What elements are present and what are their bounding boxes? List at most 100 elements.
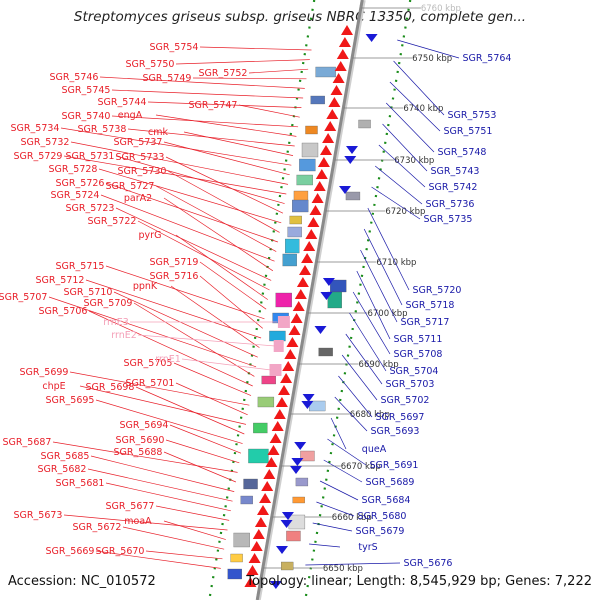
rrna-leader-line: [181, 358, 271, 371]
forward-gene-arrow: [250, 541, 263, 551]
gene-block: [293, 190, 309, 202]
gene-label: SGR_5731: [66, 151, 115, 162]
gene-block: [261, 375, 276, 385]
gene-leader-line: [98, 168, 282, 224]
gene-leader-line: [88, 310, 253, 387]
gene-label: ppnK: [133, 281, 158, 292]
gene-leader-line: [378, 144, 426, 188]
forward-gene-arrow: [280, 373, 293, 383]
gene-leader-line: [105, 265, 265, 320]
forward-gene-arrow: [322, 133, 335, 143]
gene-block: [286, 530, 301, 542]
gene-leader-line: [175, 59, 310, 65]
gene-leader-line: [385, 102, 435, 153]
gene-leader-line: [305, 562, 401, 566]
gene-label: SGR_5753: [448, 110, 497, 121]
gene-label: SGR_5722: [88, 216, 137, 227]
kbp-marker: 6650 kbp: [323, 564, 363, 574]
gene-label: SGR_5685: [41, 451, 90, 462]
gene-leader-line: [319, 480, 359, 501]
gene-label: SGR_5705: [124, 358, 173, 369]
forward-gene-arrow: [341, 25, 353, 35]
gene-leader-line: [111, 89, 304, 99]
gene-leader-line: [363, 228, 403, 306]
gene-leader-line: [356, 270, 391, 340]
gene-leader-line: [113, 291, 258, 358]
gene-leader-line: [323, 459, 363, 483]
gene-label: SGR_5723: [66, 203, 115, 214]
reverse-gene-arrow: [302, 394, 315, 402]
gene-label: queA: [362, 444, 387, 455]
gene-label: SGR_5747: [189, 100, 238, 111]
gene-block: [248, 448, 269, 464]
gene-block: [230, 553, 243, 563]
gene-label: SGR_5704: [390, 366, 439, 377]
gene-label: SGR_5711: [394, 334, 443, 345]
gene-label: SGR_5688: [114, 447, 163, 458]
gene-block: [233, 532, 250, 548]
gene-block: [300, 450, 315, 462]
gene-leader-line: [155, 185, 277, 252]
gene-leader-line: [382, 123, 428, 172]
gene-block: [345, 191, 361, 201]
gene-label: SGR_5691: [370, 460, 419, 471]
forward-gene-arrow: [332, 73, 345, 83]
genome-backbone: [255, 0, 364, 600]
kbp-marker: 6730 kbp: [394, 156, 434, 166]
gene-label: SGR_5703: [386, 379, 435, 390]
gene-block: [253, 422, 268, 434]
gene-leader-line: [309, 543, 341, 548]
gene-leader-line: [374, 165, 423, 205]
gene-leader-line: [316, 501, 355, 517]
kbp-marker: 6740 kbp: [403, 104, 443, 114]
gene-label: SGR_5748: [438, 147, 487, 158]
gene-label: SGR_5728: [49, 164, 98, 175]
kbp-marker: 6720 kbp: [385, 207, 425, 217]
gene-label: SGR_5727: [106, 181, 155, 192]
gene-label: SGR_5677: [106, 501, 155, 512]
gene-label: SGR_5764: [463, 53, 512, 64]
reverse-gene-arrow: [269, 581, 282, 589]
forward-gene-arrow: [336, 49, 349, 59]
rrna-block: [269, 364, 282, 376]
gene-leader-line: [105, 182, 279, 243]
reverse-gene-arrow: [276, 546, 288, 554]
gene-leader-line: [330, 417, 347, 450]
gene-label: SGR_5742: [429, 182, 478, 193]
gene-label: SGR_5718: [406, 300, 455, 311]
gene-block: [292, 199, 309, 213]
gene-label: SGR_5682: [38, 464, 87, 475]
forward-gene-arrow: [246, 565, 259, 575]
gene-leader-line: [100, 194, 275, 262]
rrna-block: [273, 340, 284, 352]
gene-label: SGR_5738: [78, 124, 127, 135]
gene-label: SGR_5745: [62, 85, 111, 96]
gene-leader-line: [99, 76, 305, 89]
kbp-marker: 6670 kbp: [341, 462, 381, 472]
gene-block: [281, 561, 294, 571]
forward-gene-arrow: [296, 277, 309, 287]
gene-leader-line: [327, 438, 367, 466]
forward-gene-arrow: [309, 205, 322, 215]
gene-label: SGR_5710: [64, 287, 113, 298]
gene-leader-line: [127, 128, 295, 147]
gene-block: [289, 215, 302, 225]
forward-gene-arrow: [286, 337, 299, 347]
gene-block: [301, 142, 319, 158]
gene-label: SGR_5708: [394, 349, 443, 360]
gene-label: SGR_5744: [98, 97, 147, 108]
reverse-gene-arrow: [339, 186, 351, 194]
gene-leader-line: [163, 141, 290, 176]
gene-label: SGR_5684: [362, 495, 411, 506]
forward-gene-arrow: [326, 109, 339, 119]
gene-label: SGR_5712: [36, 275, 85, 286]
gene-label: SGR_5715: [56, 261, 105, 272]
gene-leader-line: [147, 101, 302, 108]
forward-gene-arrow: [252, 529, 265, 539]
forward-gene-arrow: [254, 517, 267, 527]
gene-leader-line: [173, 362, 252, 396]
gene-leader-line: [135, 386, 245, 435]
gene-label: SGR_5732: [21, 137, 70, 148]
gene-label: SGR_5697: [376, 412, 425, 423]
forward-gene-arrow: [282, 361, 295, 371]
